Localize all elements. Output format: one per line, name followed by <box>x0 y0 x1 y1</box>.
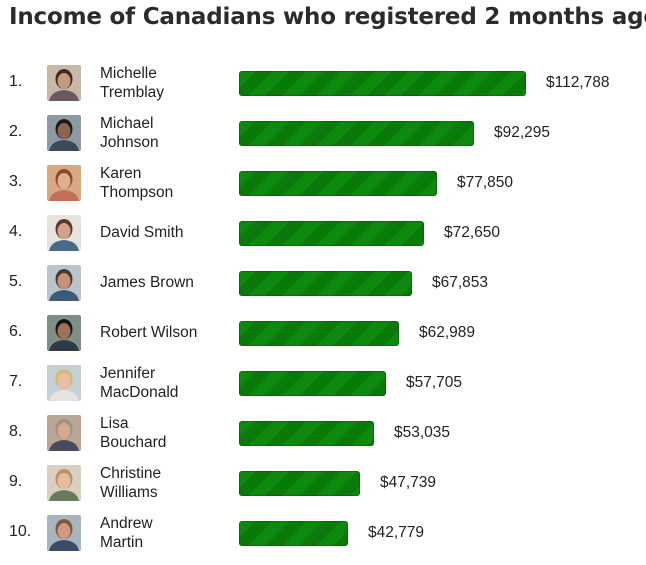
person-name: James Brown <box>100 273 228 292</box>
avatar <box>47 415 81 451</box>
rank-label: 3. <box>9 173 23 190</box>
name-line-2: Bouchard <box>100 434 167 451</box>
name-line-1: Jennifer <box>100 365 156 382</box>
name-line-2: Tremblay <box>100 84 165 101</box>
name-line-2: Martin <box>100 534 144 551</box>
bar <box>239 271 412 296</box>
bar <box>239 221 424 246</box>
avatar <box>47 165 81 201</box>
avatar <box>47 215 81 251</box>
table-row: 6. Robert Wilson $62,989 <box>0 308 646 358</box>
value-label: $42,779 <box>368 524 425 541</box>
bar <box>239 171 437 196</box>
bar <box>239 421 374 446</box>
table-row: 2. Michael Johnson $92,295 <box>0 108 646 158</box>
rank-label: 7. <box>9 373 23 390</box>
bar <box>239 71 526 96</box>
value-label: $53,035 <box>394 424 451 441</box>
value-label: $92,295 <box>494 124 551 141</box>
person-name: Christine Williams <box>100 464 228 502</box>
bar <box>239 521 348 546</box>
rank-label: 1. <box>9 73 23 90</box>
name-line-1: Christine <box>100 465 162 482</box>
value-label: $112,788 <box>546 74 610 91</box>
table-row: 3. Karen Thompson $77,850 <box>0 158 646 208</box>
person-name: Andrew Martin <box>100 514 228 552</box>
rank-label: 2. <box>9 123 23 140</box>
name-line-1: Karen <box>100 165 142 182</box>
rank-label: 10. <box>9 523 32 540</box>
person-photo-icon <box>47 515 81 551</box>
value-label: $47,739 <box>380 474 437 491</box>
table-row: 1. Michelle Tremblay $112,788 <box>0 58 646 108</box>
rank-label: 5. <box>9 273 23 290</box>
name-line-1: David Smith <box>100 224 184 241</box>
table-row: 9. Christine Williams $47,739 <box>0 458 646 508</box>
name-line-1: James Brown <box>100 274 194 291</box>
person-name: Michelle Tremblay <box>100 64 228 102</box>
person-name: Jennifer MacDonald <box>100 364 228 402</box>
avatar <box>47 265 81 301</box>
chart-title: Income of Canadians who registered 2 mon… <box>9 4 646 30</box>
name-line-1: Michael <box>100 115 154 132</box>
table-row: 4. David Smith $72,650 <box>0 208 646 258</box>
avatar <box>47 315 81 351</box>
avatar <box>47 465 81 501</box>
person-photo-icon <box>47 165 81 201</box>
name-line-1: Andrew <box>100 515 153 532</box>
value-label: $67,853 <box>432 274 489 291</box>
name-line-1: Michelle <box>100 65 157 82</box>
name-line-2: MacDonald <box>100 384 179 401</box>
bar <box>239 471 360 496</box>
rank-label: 4. <box>9 223 23 240</box>
person-photo-icon <box>47 265 81 301</box>
person-photo-icon <box>47 365 81 401</box>
avatar <box>47 115 81 151</box>
person-photo-icon <box>47 315 81 351</box>
name-line-1: Robert Wilson <box>100 324 198 341</box>
table-row: 8. Lisa Bouchard $53,035 <box>0 408 646 458</box>
avatar <box>47 65 81 101</box>
bar <box>239 371 386 396</box>
person-name: Karen Thompson <box>100 164 228 202</box>
rank-label: 8. <box>9 423 23 440</box>
person-photo-icon <box>47 415 81 451</box>
name-line-2: Johnson <box>100 134 159 151</box>
table-row: 7. Jennifer MacDonald $57,705 <box>0 358 646 408</box>
value-label: $57,705 <box>406 374 463 391</box>
person-photo-icon <box>47 215 81 251</box>
person-photo-icon <box>47 465 81 501</box>
rank-label: 6. <box>9 323 23 340</box>
value-label: $62,989 <box>419 324 476 341</box>
avatar <box>47 365 81 401</box>
value-label: $72,650 <box>444 224 501 241</box>
person-photo-icon <box>47 115 81 151</box>
person-name: Michael Johnson <box>100 114 228 152</box>
rank-label: 9. <box>9 473 23 490</box>
person-name: Lisa Bouchard <box>100 414 228 452</box>
person-photo-icon <box>47 65 81 101</box>
person-name: Robert Wilson <box>100 323 228 342</box>
table-row: 5. James Brown $67,853 <box>0 258 646 308</box>
person-name: David Smith <box>100 223 228 242</box>
value-label: $77,850 <box>457 174 514 191</box>
bar <box>239 121 474 146</box>
table-row: 10. Andrew Martin $42,779 <box>0 508 646 558</box>
bar <box>239 321 399 346</box>
name-line-2: Williams <box>100 484 158 501</box>
name-line-1: Lisa <box>100 415 129 432</box>
name-line-2: Thompson <box>100 184 174 201</box>
avatar <box>47 515 81 551</box>
